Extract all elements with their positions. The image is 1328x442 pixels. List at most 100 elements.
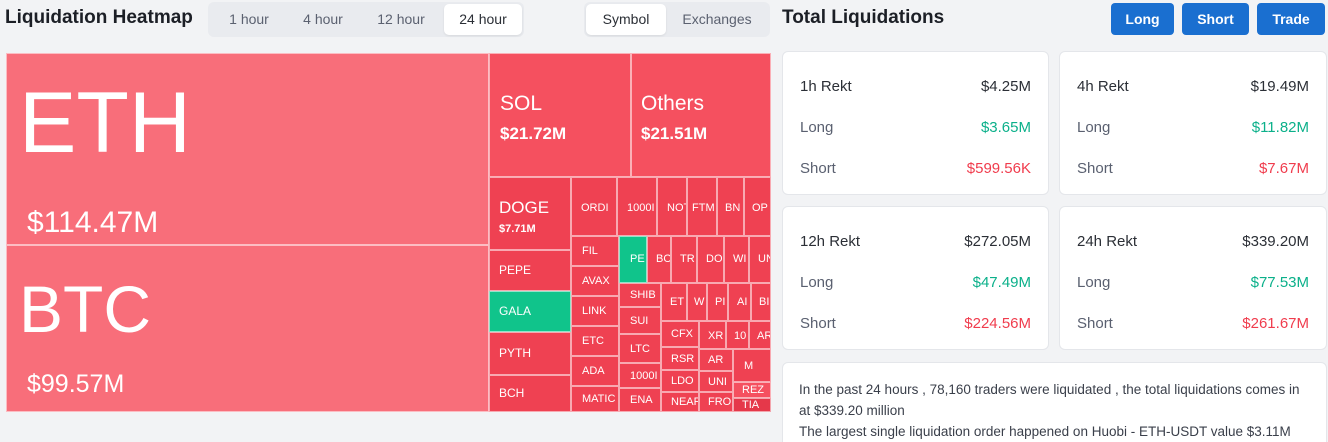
card-total-row: 1h Rekt $4.25M bbox=[800, 78, 1031, 95]
heatmap-tile-rsr[interactable]: RSR bbox=[661, 347, 699, 370]
long-label: Long bbox=[1077, 119, 1111, 136]
short-value: $7.67M bbox=[1258, 160, 1309, 177]
tile-symbol: SOL bbox=[500, 92, 543, 115]
heatmap-tile-1000[interactable]: 1000I bbox=[617, 177, 657, 236]
card-total-row: 4h Rekt $19.49M bbox=[1077, 78, 1309, 95]
heatmap-tile-near[interactable]: NEAR bbox=[661, 392, 699, 412]
card-long-row: Long $3.65M bbox=[800, 119, 1031, 136]
card-long-row: Long $47.49M bbox=[800, 274, 1031, 291]
short-button[interactable]: Short bbox=[1182, 3, 1249, 35]
long-value: $77.53M bbox=[1250, 274, 1309, 291]
card-total-value: $339.20M bbox=[1242, 233, 1309, 250]
heatmap-tile-do[interactable]: DO bbox=[697, 236, 724, 283]
heatmap-tile-bi[interactable]: BI bbox=[751, 283, 771, 321]
heatmap-tile-pyth[interactable]: PYTH bbox=[489, 332, 571, 375]
time-option-24h[interactable]: 24 hour bbox=[444, 4, 522, 35]
heatmap-tile-cfx[interactable]: CFX bbox=[661, 321, 699, 347]
liquidation-heatmap: ETH $114.47M BTC $99.57M SOL $21.72M Oth… bbox=[6, 53, 771, 412]
heatmap-tile-eth[interactable]: ETH $114.47M bbox=[6, 53, 489, 245]
card-title: 1h Rekt bbox=[800, 78, 852, 95]
heatmap-tile-fil[interactable]: FIL bbox=[571, 236, 619, 266]
heatmap-tile-others[interactable]: Others $21.51M bbox=[631, 53, 771, 177]
tile-symbol: BTC bbox=[19, 272, 151, 346]
summary-line-1: In the past 24 hours , 78,160 traders we… bbox=[799, 382, 1300, 418]
card-title: 24h Rekt bbox=[1077, 233, 1138, 250]
heatmap-tile-bn[interactable]: BN bbox=[717, 177, 744, 236]
heatmap-tile-avax[interactable]: AVAX bbox=[571, 266, 619, 296]
heatmap-tile-rez[interactable]: REZ bbox=[733, 382, 771, 398]
time-range-selector: 1 hour 4 hour 12 hour 24 hour bbox=[208, 2, 524, 37]
time-option-4h[interactable]: 4 hour bbox=[303, 11, 343, 27]
view-option-exchanges[interactable]: Exchanges bbox=[682, 11, 752, 27]
heatmap-tile-not[interactable]: NOT bbox=[657, 177, 687, 236]
heatmap-tile-ftm[interactable]: FTM bbox=[687, 177, 717, 236]
heatmap-tile-btc[interactable]: BTC $99.57M bbox=[6, 245, 489, 412]
heatmap-tile-w[interactable]: W bbox=[687, 283, 707, 321]
heatmap-tile-link[interactable]: LINK bbox=[571, 296, 619, 326]
tile-symbol: Others bbox=[641, 92, 705, 115]
heatmap-tile-gala[interactable]: GALA bbox=[489, 291, 571, 332]
liquidation-summary: In the past 24 hours , 78,160 traders we… bbox=[782, 362, 1327, 442]
short-label: Short bbox=[1077, 160, 1113, 177]
long-button[interactable]: Long bbox=[1111, 3, 1174, 35]
tile-value: $99.57M bbox=[27, 370, 125, 398]
card-short-row: Short $7.67M bbox=[1077, 160, 1309, 177]
heatmap-tile-matic[interactable]: MATIC bbox=[571, 386, 619, 412]
heatmap-tile-m[interactable]: M bbox=[733, 349, 771, 382]
short-value: $261.67M bbox=[1242, 315, 1309, 332]
heatmap-tile-wi[interactable]: WI bbox=[724, 236, 749, 283]
trade-button[interactable]: Trade bbox=[1257, 3, 1325, 35]
short-label: Short bbox=[800, 315, 836, 332]
heatmap-tile-ar-b[interactable]: AR bbox=[749, 321, 771, 349]
heatmap-tile-uni[interactable]: UNI bbox=[699, 371, 733, 392]
heatmap-tile-ena[interactable]: ENA bbox=[619, 388, 661, 412]
heatmap-tile-xr[interactable]: XR bbox=[699, 321, 726, 349]
heatmap-tile-shib[interactable]: SHIB bbox=[619, 283, 661, 307]
time-option-1h[interactable]: 1 hour bbox=[229, 11, 269, 27]
long-label: Long bbox=[1077, 274, 1111, 291]
heatmap-tile-et[interactable]: ET bbox=[661, 283, 687, 321]
tile-value: $21.72M bbox=[500, 124, 567, 143]
heatmap-tile-10[interactable]: 10 bbox=[726, 321, 749, 349]
card-short-row: Short $599.56K bbox=[800, 160, 1031, 177]
heatmap-tile-tr[interactable]: TR bbox=[671, 236, 697, 283]
rekt-card-4h: 4h Rekt $19.49M Long $11.82M Short $7.67… bbox=[1059, 51, 1327, 195]
heatmap-tile-1000-b[interactable]: 1000I bbox=[619, 363, 661, 388]
long-value: $47.49M bbox=[972, 274, 1031, 291]
total-liquidations-title: Total Liquidations bbox=[782, 7, 945, 28]
short-value: $224.56M bbox=[964, 315, 1031, 332]
heatmap-tile-etc[interactable]: ETC bbox=[571, 326, 619, 356]
heatmap-tile-bch[interactable]: BCH bbox=[489, 375, 571, 412]
heatmap-tile-ldo[interactable]: LDO bbox=[661, 370, 699, 392]
heatmap-tile-ordi[interactable]: ORDI bbox=[571, 177, 617, 236]
card-title: 4h Rekt bbox=[1077, 78, 1129, 95]
heatmap-tile-fro[interactable]: FRO bbox=[699, 392, 733, 412]
view-option-symbol[interactable]: Symbol bbox=[586, 4, 666, 35]
heatmap-tile-sol[interactable]: SOL $21.72M bbox=[489, 53, 631, 177]
short-label: Short bbox=[1077, 315, 1113, 332]
heatmap-tile-bo[interactable]: BO bbox=[647, 236, 671, 283]
heatmap-tile-un[interactable]: UN bbox=[749, 236, 771, 283]
heatmap-tile-pe[interactable]: PE bbox=[619, 236, 647, 283]
rekt-card-12h: 12h Rekt $272.05M Long $47.49M Short $22… bbox=[782, 206, 1049, 350]
heatmap-tile-sui[interactable]: SUI bbox=[619, 307, 661, 334]
heatmap-tile-pepe[interactable]: PEPE bbox=[489, 250, 571, 291]
tile-value: $114.47M bbox=[27, 206, 159, 239]
long-value: $11.82M bbox=[1251, 119, 1309, 136]
heatmap-tile-doge[interactable]: DOGE $7.71M bbox=[489, 177, 571, 250]
heatmap-tile-ltc[interactable]: LTC bbox=[619, 334, 661, 363]
card-total-row: 12h Rekt $272.05M bbox=[800, 233, 1031, 250]
heatmap-tile-ai[interactable]: AI bbox=[728, 283, 751, 321]
heatmap-tile-ada[interactable]: ADA bbox=[571, 356, 619, 386]
card-total-value: $4.25M bbox=[980, 78, 1031, 95]
heatmap-tile-op[interactable]: OP bbox=[744, 177, 771, 236]
heatmap-tile-tia[interactable]: TIA bbox=[733, 398, 771, 412]
time-option-12h[interactable]: 12 hour bbox=[377, 11, 425, 27]
heatmap-tile-pi[interactable]: PI bbox=[707, 283, 728, 321]
long-label: Long bbox=[800, 119, 834, 136]
card-short-row: Short $261.67M bbox=[1077, 315, 1309, 332]
heatmap-tile-ar[interactable]: AR bbox=[699, 349, 733, 371]
tile-value: $21.51M bbox=[641, 124, 708, 143]
long-value: $3.65M bbox=[980, 119, 1031, 136]
